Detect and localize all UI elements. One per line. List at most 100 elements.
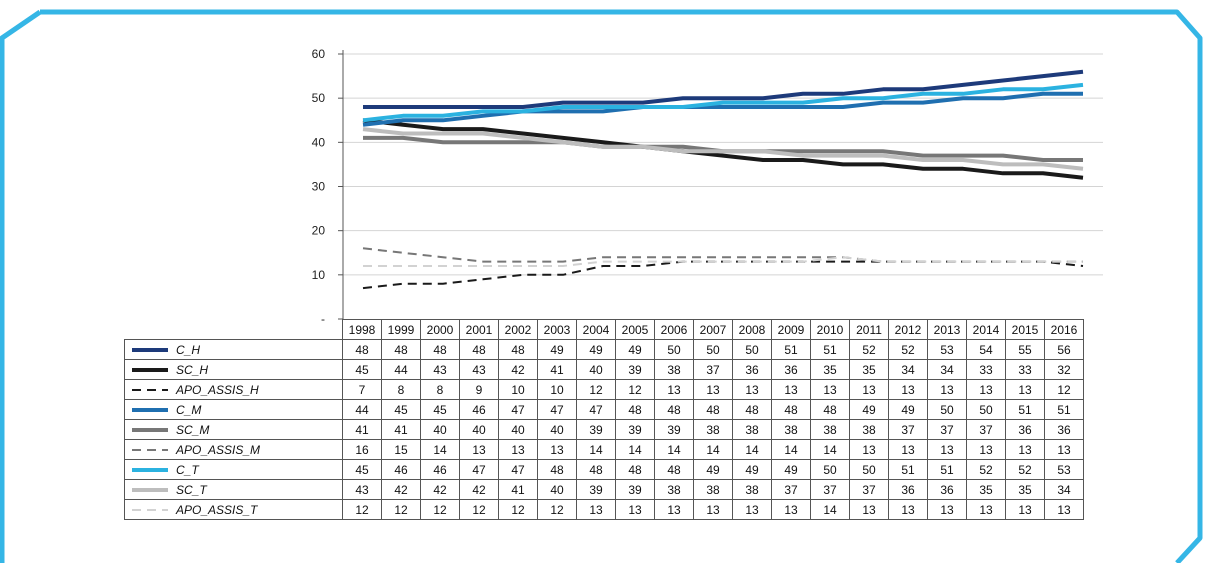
- table-value-cell: 49: [732, 459, 772, 480]
- table-value-cell: 51: [888, 459, 928, 480]
- table-value-cell: 50: [732, 339, 772, 360]
- table-value-cell: 13: [888, 499, 928, 520]
- table-value-cell: 39: [615, 359, 655, 380]
- table-value-cell: 14: [576, 439, 616, 460]
- table-value-cell: 49: [693, 459, 733, 480]
- table-value-cell: 13: [849, 499, 889, 520]
- table-value-cell: 45: [342, 359, 382, 380]
- table-value-cell: 34: [927, 359, 967, 380]
- table-value-cell: 36: [888, 479, 928, 500]
- table-value-cell: 45: [342, 459, 382, 480]
- table-value-cell: 48: [537, 459, 577, 480]
- table-value-cell: 52: [1005, 459, 1045, 480]
- table-value-cell: 14: [810, 439, 850, 460]
- legend-swatch: [132, 348, 168, 352]
- table-value-cell: 48: [654, 459, 694, 480]
- table-value-cell: 50: [849, 459, 889, 480]
- table-value-cell: 38: [693, 479, 733, 500]
- year-header: 2009: [771, 319, 811, 340]
- series-label-cell: SC_M: [124, 419, 343, 440]
- table-value-cell: 37: [849, 479, 889, 500]
- table-value-cell: 51: [927, 459, 967, 480]
- table-value-cell: 47: [537, 399, 577, 420]
- table-value-cell: 40: [498, 419, 538, 440]
- series-label-cell: SC_H: [124, 359, 343, 380]
- table-value-cell: 35: [849, 359, 889, 380]
- table-value-cell: 44: [342, 399, 382, 420]
- table-value-cell: 38: [654, 359, 694, 380]
- legend-swatch: [132, 389, 168, 391]
- table-value-cell: 15: [381, 439, 421, 460]
- series-label-cell: APO_ASSIS_M: [124, 439, 343, 460]
- table-value-cell: 48: [810, 399, 850, 420]
- table-value-cell: 50: [810, 459, 850, 480]
- table-value-cell: 37: [693, 359, 733, 380]
- table-value-cell: 51: [1005, 399, 1045, 420]
- y-tick-label: 60: [312, 47, 326, 61]
- y-tick-label: 20: [312, 224, 326, 238]
- table-row: C_H 48 48 48 48 48 49 49 49 50 50 50 51 51 52 52 53 54 55 5…: [124, 339, 1084, 360]
- table-value-cell: 39: [615, 479, 655, 500]
- table-value-cell: 48: [381, 339, 421, 360]
- table-row: SC_T 43 42 42 42 41 40 39 39 38 38 38 37 37 37 36 36 35 35…: [124, 479, 1084, 500]
- table-value-cell: 36: [1005, 419, 1045, 440]
- year-header: 2014: [966, 319, 1006, 340]
- year-header: 2005: [615, 319, 655, 340]
- table-value-cell: 13: [1005, 379, 1045, 400]
- table-value-cell: 40: [576, 359, 616, 380]
- table-value-cell: 38: [849, 419, 889, 440]
- year-header: 2013: [927, 319, 967, 340]
- table-value-cell: 13: [732, 499, 772, 520]
- y-tick-label: 30: [312, 180, 326, 194]
- series-name: C_H: [176, 342, 201, 357]
- table-value-cell: 47: [498, 459, 538, 480]
- series-label-cell: C_M: [124, 399, 343, 420]
- y-tick-label: 50: [312, 91, 326, 105]
- table-value-cell: 48: [576, 459, 616, 480]
- table-value-cell: 13: [888, 439, 928, 460]
- table-value-cell: 42: [420, 479, 460, 500]
- table-value-cell: 8: [381, 379, 421, 400]
- table-value-cell: 13: [810, 379, 850, 400]
- table-value-cell: 13: [459, 439, 499, 460]
- table-value-cell: 44: [381, 359, 421, 380]
- table-value-cell: 48: [615, 459, 655, 480]
- table-value-cell: 10: [537, 379, 577, 400]
- year-header: 2015: [1005, 319, 1045, 340]
- table-value-cell: 41: [342, 419, 382, 440]
- table-value-cell: 50: [654, 339, 694, 360]
- table-value-cell: 12: [576, 379, 616, 400]
- year-header: 2003: [537, 319, 577, 340]
- table-value-cell: 34: [888, 359, 928, 380]
- table-value-cell: 13: [966, 499, 1006, 520]
- table-value-cell: 39: [615, 419, 655, 440]
- table-value-cell: 49: [576, 339, 616, 360]
- table-value-cell: 7: [342, 379, 382, 400]
- table-value-cell: 36: [771, 359, 811, 380]
- y-tick-label: -: [321, 312, 325, 326]
- table-value-cell: 13: [927, 379, 967, 400]
- table-value-cell: 37: [810, 479, 850, 500]
- series-line-sc-h: [362, 118, 1084, 180]
- table-value-cell: 38: [654, 479, 694, 500]
- table-row: C_T 45 46 46 47 47 48 48 48 48 49 49 49 50 50 51 51 52 52 5…: [124, 459, 1084, 480]
- year-header: 1998: [342, 319, 382, 340]
- table-value-cell: 41: [537, 359, 577, 380]
- table-value-cell: 52: [849, 339, 889, 360]
- table-value-cell: 38: [810, 419, 850, 440]
- table-value-cell: 12: [615, 379, 655, 400]
- table-value-cell: 36: [927, 479, 967, 500]
- table-value-cell: 41: [498, 479, 538, 500]
- series-line-c-t: [362, 82, 1084, 123]
- table-value-cell: 13: [771, 379, 811, 400]
- table-value-cell: 36: [1044, 419, 1084, 440]
- table-value-cell: 38: [732, 419, 772, 440]
- table-value-cell: 48: [693, 399, 733, 420]
- table-value-cell: 50: [693, 339, 733, 360]
- series-line-apo-assis-t: [363, 256, 1083, 267]
- table-value-cell: 48: [654, 399, 694, 420]
- table-value-cell: 12: [498, 499, 538, 520]
- series-name: SC_H: [176, 362, 209, 377]
